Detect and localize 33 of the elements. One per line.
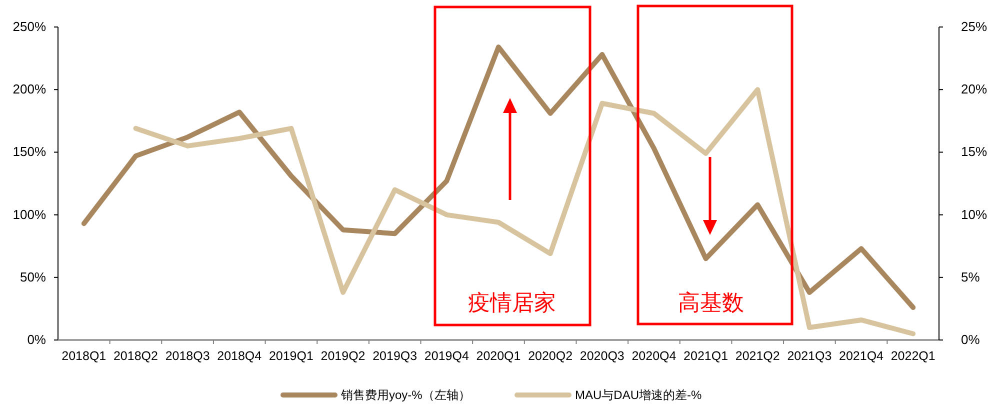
- y-tick-label: 200%: [12, 82, 46, 97]
- x-tick-label: 2021Q3: [787, 349, 832, 363]
- x-tick-label: 2019Q2: [320, 349, 366, 363]
- y2-tick-label: 20%: [961, 82, 988, 97]
- x-tick-label: 2020Q1: [476, 349, 521, 363]
- legend-label: MAU与DAU增速的差-%: [575, 388, 702, 402]
- x-tick-label: 2022Q1: [890, 349, 936, 363]
- y2-tick-label: 5%: [961, 269, 980, 284]
- legend-label: 销售费用yoy-%（左轴）: [340, 388, 470, 402]
- x-tick-label: 2018Q4: [217, 349, 262, 363]
- y-tick-label: 150%: [12, 144, 46, 160]
- x-tick-label: 2019Q1: [268, 349, 314, 363]
- x-tick-label: 2021Q2: [735, 349, 780, 363]
- x-tick-label: 2019Q3: [372, 349, 418, 363]
- y-tick-label: 50%: [20, 269, 46, 284]
- x-tick-label: 2019Q4: [424, 349, 469, 363]
- y-tick-label: 250%: [12, 19, 46, 34]
- annotation: 疫情居家: [468, 291, 556, 316]
- y2-tick-label: 10%: [961, 206, 988, 222]
- y2-tick-label: 25%: [961, 19, 988, 34]
- x-tick-label: 2021Q1: [684, 349, 728, 363]
- x-tick-label: 2018Q1: [62, 349, 106, 363]
- y-tick-label: 0%: [27, 332, 46, 347]
- x-tick-label: 2018Q2: [113, 349, 158, 363]
- annotation: 高基数: [678, 291, 744, 316]
- x-tick-label: 2020Q2: [528, 349, 573, 363]
- x-tick-label: 2018Q3: [165, 349, 210, 363]
- x-tick-label: 2021Q4: [839, 349, 884, 363]
- y-tick-label: 100%: [12, 206, 46, 222]
- x-tick-label: 2020Q3: [580, 349, 624, 363]
- y2-tick-label: 0%: [961, 332, 980, 347]
- x-tick-label: 2020Q4: [632, 349, 676, 363]
- y2-tick-label: 15%: [961, 144, 988, 160]
